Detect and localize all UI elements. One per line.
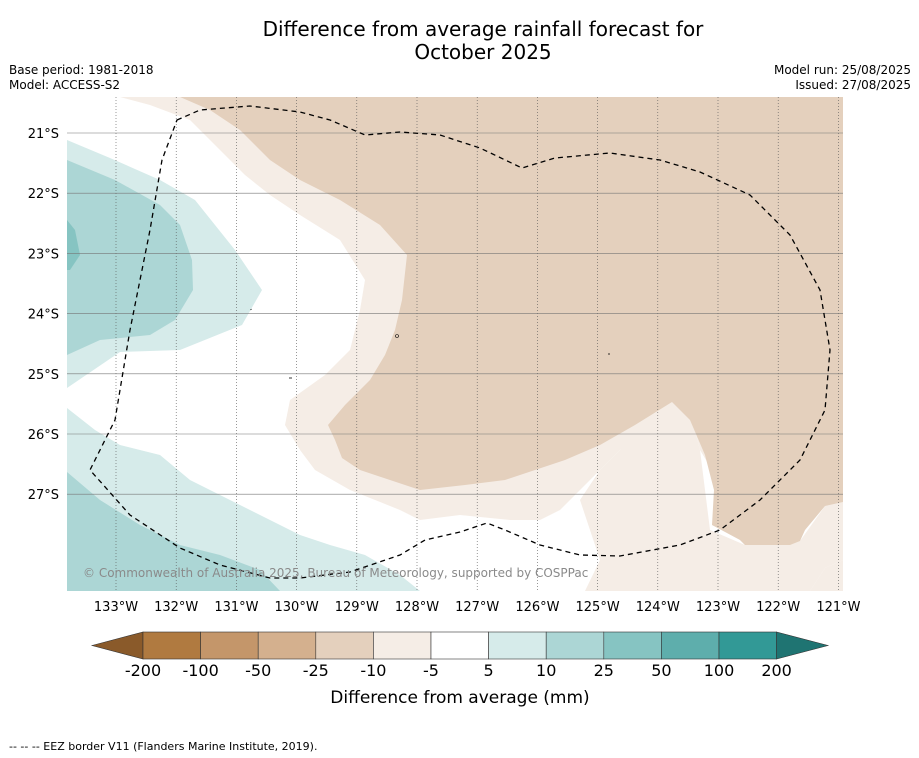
colorbar-tick: 5 xyxy=(484,661,494,680)
contour-dot xyxy=(395,334,399,338)
longitude-labels: 133°W 132°W 131°W 130°W 129°W 128°W 127°W 126°W… xyxy=(94,600,861,615)
lon-tick-label: 124°W xyxy=(636,600,680,615)
colorbar-tick: 10 xyxy=(536,661,556,680)
colorbar-bin xyxy=(661,631,720,660)
lon-tick-label: 130°W xyxy=(275,600,319,615)
contour-wet-10-25-upper xyxy=(67,160,193,355)
colorbar-tick: 100 xyxy=(704,661,735,680)
title-line-1: Difference from average rainfall forecas… xyxy=(262,17,704,41)
latitude-labels: 21°S 22°S 23°S 24°S 25°S 26°S 27°S xyxy=(28,127,59,503)
lon-tick-label: 129°W xyxy=(335,600,379,615)
lon-tick-label: 126°W xyxy=(515,600,559,615)
meta-right: Model run: 25/08/2025 Issued: 27/08/2025 xyxy=(774,63,911,93)
eez-legend-note: -- -- -- EEZ border V11 (Flanders Marine… xyxy=(9,740,318,753)
meta-left: Base period: 1981-2018 Model: ACCESS-S2 xyxy=(9,63,154,93)
colorbar-tick: -10 xyxy=(360,661,386,680)
base-period: Base period: 1981-2018 xyxy=(9,63,154,77)
contour-dry-medium xyxy=(180,97,843,545)
contour-wet-25-50-upper xyxy=(67,220,80,270)
lon-tick-label: 131°W xyxy=(214,600,258,615)
map-title: Difference from average rainfall forecas… xyxy=(0,18,919,64)
lon-tick-label: 125°W xyxy=(576,600,620,615)
colorbar-bin xyxy=(545,631,605,660)
lat-tick-label: 23°S xyxy=(28,247,59,262)
model-name: Model: ACCESS-S2 xyxy=(9,78,121,92)
colorbar-tick: -200 xyxy=(125,661,161,680)
colorbar-extend-max xyxy=(776,631,830,660)
lon-tick-label: 128°W xyxy=(395,600,439,615)
colorbar-tick: -100 xyxy=(182,661,218,680)
colorbar-tick: 50 xyxy=(651,661,671,680)
colorbar-bin xyxy=(430,631,489,660)
colorbar-extend-min xyxy=(90,631,144,660)
contour-dry-light-corner xyxy=(810,560,843,591)
colorbar-bin xyxy=(488,631,547,660)
title-line-2: October 2025 xyxy=(414,40,552,64)
longitude-gridlines xyxy=(115,97,839,591)
contour-wet-10-25-lower xyxy=(67,472,280,591)
colorbar-bin xyxy=(718,631,777,660)
colorbar-tick: 200 xyxy=(761,661,792,680)
lon-tick-label: 133°W xyxy=(94,600,138,615)
lon-tick-label: 122°W xyxy=(756,600,800,615)
colorbar-tick: -50 xyxy=(245,661,271,680)
colorbar-bin xyxy=(200,631,259,660)
colorbar-bin xyxy=(603,631,662,660)
lat-tick-label: 21°S xyxy=(28,127,59,142)
model-run: Model run: 25/08/2025 xyxy=(773,63,911,77)
lat-tick-label: 25°S xyxy=(28,368,59,383)
lon-tick-label: 127°W xyxy=(455,600,499,615)
colorbar xyxy=(90,631,830,660)
colorbar-tick: -25 xyxy=(303,661,329,680)
colorbar-bin xyxy=(257,631,317,660)
lat-tick-label: 22°S xyxy=(28,187,59,202)
lat-tick-label: 26°S xyxy=(28,428,59,443)
map-area: © Commonwealth of Australia 2025, Bureau… xyxy=(67,97,843,591)
colorbar-label: Difference from average (mm) xyxy=(330,688,589,708)
lon-tick-label: 123°W xyxy=(696,600,740,615)
colorbar-tick: 25 xyxy=(594,661,614,680)
lat-tick-label: 27°S xyxy=(28,488,59,503)
colorbar-tick: -5 xyxy=(423,661,439,680)
lon-tick-label: 132°W xyxy=(154,600,198,615)
colorbar-bin xyxy=(315,631,374,660)
copyright-notice: © Commonwealth of Australia 2025, Bureau… xyxy=(83,566,588,580)
colorbar-bin xyxy=(373,631,432,660)
lon-tick-label: 121°W xyxy=(816,600,860,615)
latitude-gridlines xyxy=(67,132,843,495)
lat-tick-label: 24°S xyxy=(28,308,59,323)
issued-date: Issued: 27/08/2025 xyxy=(795,78,911,92)
colorbar-tick-labels: -200 -100 -50 -25 -10 -5 5 10 25 50 100 200 xyxy=(125,661,792,680)
colorbar-bin xyxy=(142,631,201,660)
contour-dot xyxy=(249,308,253,311)
